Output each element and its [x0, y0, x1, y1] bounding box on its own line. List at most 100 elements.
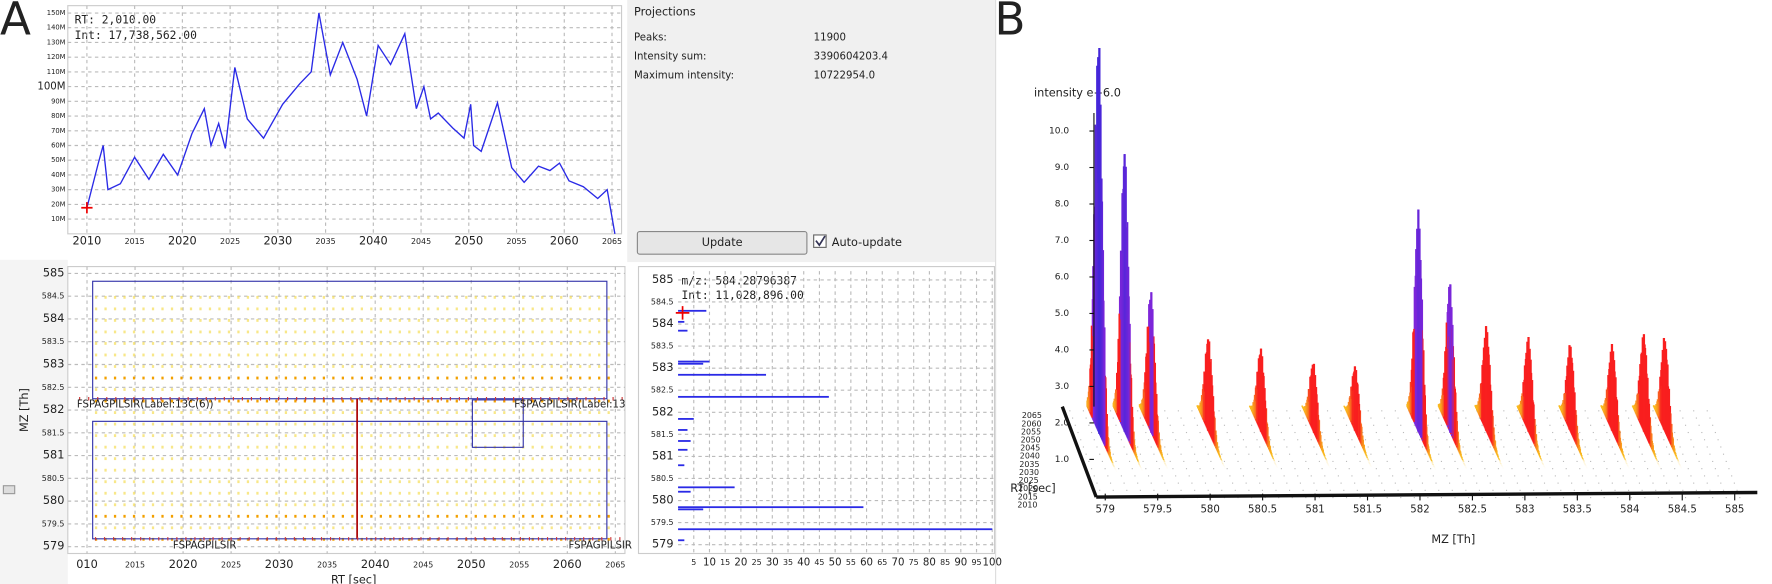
- side-strip: [0, 259, 68, 584]
- plane-dot: [1535, 497, 1537, 499]
- plane-dot: [1082, 410, 1084, 412]
- y-tick-label: 9.0: [1055, 163, 1070, 173]
- plane-dot: [1703, 439, 1706, 441]
- peak-dot: [113, 422, 117, 426]
- plane-dot: [1126, 453, 1128, 455]
- peak-dot: [94, 434, 98, 438]
- y-tick-label: 582: [652, 405, 674, 418]
- peak-dot: [227, 318, 231, 322]
- peak-dot: [142, 491, 145, 495]
- peak-dot: [237, 342, 240, 345]
- bar: [678, 506, 864, 509]
- peak-dot: [474, 457, 477, 461]
- peak-dot: [389, 376, 392, 380]
- plane-dot: [1484, 431, 1486, 434]
- bar: [678, 486, 735, 489]
- peak-dot: [332, 399, 335, 403]
- peak-dot: [531, 376, 534, 380]
- peak-dot: [199, 526, 202, 530]
- plane-dot: [1150, 446, 1152, 448]
- plane-dot: [1386, 460, 1388, 463]
- peak-dot: [180, 503, 183, 507]
- peak-dot: [275, 376, 278, 380]
- peak-dot: [142, 388, 145, 391]
- x-tick-label: 585: [1725, 504, 1744, 515]
- plane-dot: [1519, 453, 1521, 455]
- peak-dot: [113, 399, 117, 403]
- peak-dot: [455, 330, 458, 334]
- z-axis: [1060, 406, 1098, 498]
- peak-dot: [455, 353, 458, 357]
- y-tick-label: 130M: [47, 38, 66, 46]
- plane-dot: [1571, 482, 1573, 484]
- peak-dot: [541, 514, 544, 518]
- plane-dot: [1229, 475, 1231, 477]
- plane-dot: [1142, 424, 1144, 426]
- peak-dot: [123, 376, 126, 380]
- plane-dot: [1251, 424, 1253, 426]
- plane-dot: [1354, 446, 1356, 448]
- plane-dot: [1533, 453, 1535, 455]
- plane-dot: [1253, 431, 1255, 434]
- peak-dot: [189, 457, 193, 461]
- peak-dot: [436, 411, 439, 414]
- projections-panel: [627, 0, 996, 263]
- plane-dot: [1611, 446, 1613, 448]
- feature-box: [471, 399, 524, 448]
- peak-dot: [389, 491, 392, 495]
- peak-dot: [503, 480, 506, 484]
- plane-dot: [1625, 410, 1627, 412]
- peak-dot: [389, 399, 392, 403]
- plane-dot: [1389, 468, 1391, 470]
- update-button[interactable]: [636, 231, 808, 255]
- plane-dot: [1261, 453, 1264, 455]
- peak-dot: [455, 514, 458, 518]
- plane-dot: [1592, 431, 1594, 434]
- plane-dot: [1698, 424, 1700, 426]
- peak-dot: [607, 503, 610, 507]
- peak-dot: [265, 399, 269, 403]
- plane-dot: [1237, 460, 1239, 463]
- peak-dot: [275, 468, 278, 472]
- peak-dot: [275, 399, 278, 403]
- scroll-handle[interactable]: [2, 485, 16, 495]
- peak-dot: [227, 445, 231, 449]
- peak-dot: [474, 342, 477, 345]
- peak-dot: [512, 434, 515, 438]
- peak-dot: [560, 353, 563, 357]
- peak-dot: [113, 342, 117, 345]
- plane-dot: [1440, 497, 1443, 499]
- plane-dot: [1145, 431, 1147, 434]
- x-tick-label: 2050: [454, 235, 483, 248]
- plane-dot: [1514, 475, 1516, 477]
- peak-dot: [218, 365, 221, 368]
- peak-dot: [294, 295, 297, 299]
- plane-dot: [1373, 497, 1375, 499]
- peak-dot: [446, 480, 449, 484]
- plane-dot: [1245, 482, 1247, 484]
- peak-dot: [199, 411, 202, 414]
- peak-dot: [360, 353, 363, 357]
- plane-dot: [1302, 453, 1304, 455]
- plane-dot: [1411, 417, 1413, 419]
- peak-dot: [275, 307, 278, 311]
- plane-dot: [1619, 468, 1622, 470]
- peak-dot: [151, 330, 155, 334]
- plane-dot: [1169, 424, 1171, 426]
- plane-dot: [1446, 439, 1448, 441]
- peak-dot: [227, 365, 231, 368]
- peak-dot: [180, 330, 183, 334]
- plane-dot: [1218, 410, 1220, 412]
- plane-dot: [1118, 468, 1120, 470]
- peak-dot: [579, 411, 582, 414]
- peak-dot: [550, 342, 553, 345]
- peak-dot: [446, 295, 449, 299]
- plane-dot: [1440, 424, 1443, 426]
- peak-dot: [104, 480, 107, 484]
- peak-dot: [322, 422, 326, 426]
- plane-dot: [1492, 453, 1494, 455]
- peak-dot: [341, 365, 345, 368]
- peak-dot: [208, 445, 212, 449]
- plane-dot: [1351, 439, 1353, 441]
- plane-dot: [1657, 497, 1659, 499]
